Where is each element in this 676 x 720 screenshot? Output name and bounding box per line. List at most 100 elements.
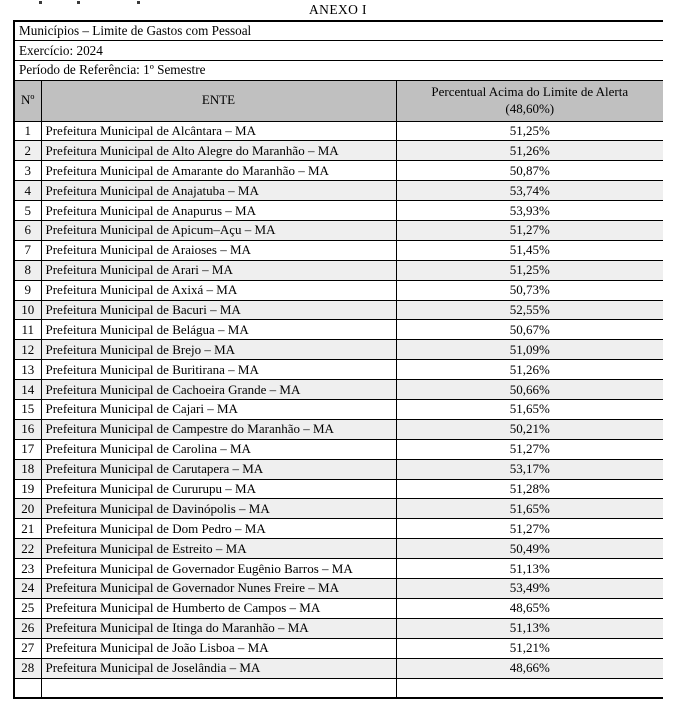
- row-percent-value: 50,21%: [395, 418, 663, 440]
- row-number: 18: [13, 458, 42, 480]
- table-row: 23 Prefeitura Municipal de Governador Eu…: [13, 558, 663, 580]
- row-number: 16: [13, 418, 42, 440]
- cropped-text-remnant: [137, 1, 140, 4]
- row-percent-value: 51,25%: [395, 120, 663, 142]
- row-number: 14: [13, 379, 42, 401]
- row-entity-name: Prefeitura Municipal de Carutapera – MA: [40, 458, 397, 480]
- row-number: 1: [13, 120, 42, 142]
- row-entity-name: Prefeitura Municipal de Alcântara – MA: [40, 120, 397, 142]
- row-percent-value: 51,13%: [395, 617, 663, 639]
- row-entity-name: Prefeitura Municipal de Governador Eugên…: [40, 558, 397, 580]
- table-row: 15 Prefeitura Municipal de Cajari – MA 5…: [13, 399, 663, 420]
- table-row: 27 Prefeitura Municipal de João Lisboa –…: [13, 637, 663, 659]
- row-number: 12: [13, 339, 42, 361]
- table-info-section: Municípios – Limite de Gastos com Pessoa…: [13, 20, 663, 122]
- partial-cell-ente: [40, 677, 397, 698]
- row-percent-value: 53,74%: [395, 180, 663, 202]
- table-row: 6 Prefeitura Municipal de Apicum–Açu – M…: [13, 220, 663, 241]
- row-number: 10: [13, 299, 42, 321]
- table-row: 12 Prefeitura Municipal de Brejo – MA 51…: [13, 339, 663, 361]
- table-row: 24 Prefeitura Municipal de Governador Nu…: [13, 578, 663, 599]
- row-entity-name: Prefeitura Municipal de Davinópolis – MA: [40, 498, 397, 520]
- row-percent-value: 50,87%: [395, 160, 663, 182]
- row-entity-name: Prefeitura Municipal de Apicum–Açu – MA: [40, 220, 397, 241]
- col-header-num: Nº: [13, 79, 42, 122]
- table-row: 13 Prefeitura Municipal de Buritirana – …: [13, 359, 663, 381]
- row-entity-name: Prefeitura Municipal de Itinga do Maranh…: [40, 617, 397, 639]
- info-row-period: Período de Referência: 1º Semestre: [13, 59, 663, 81]
- row-entity-name: Prefeitura Municipal de Cururupu – MA: [40, 478, 397, 500]
- table-row: 16 Prefeitura Municipal de Campestre do …: [13, 418, 663, 440]
- row-number: 7: [13, 239, 42, 261]
- row-entity-name: Prefeitura Municipal de Cajari – MA: [40, 399, 397, 420]
- row-number: 15: [13, 399, 42, 420]
- row-number: 25: [13, 597, 42, 619]
- table-row: 22 Prefeitura Municipal de Estreito – MA…: [13, 538, 663, 560]
- row-entity-name: Prefeitura Municipal de Anajatuba – MA: [40, 180, 397, 202]
- row-percent-value: 51,65%: [395, 399, 663, 420]
- row-entity-name: Prefeitura Municipal de Cachoeira Grande…: [40, 379, 397, 401]
- row-entity-name: Prefeitura Municipal de Buritirana – MA: [40, 359, 397, 381]
- row-entity-name: Prefeitura Municipal de Humberto de Camp…: [40, 597, 397, 619]
- table-row: 7 Prefeitura Municipal de Araioses – MA …: [13, 239, 663, 261]
- row-percent-value: 53,93%: [395, 200, 663, 222]
- table-row: 19 Prefeitura Municipal de Cururupu – MA…: [13, 478, 663, 500]
- row-percent-value: 50,49%: [395, 538, 663, 560]
- partial-cell-num: [13, 677, 42, 698]
- row-entity-name: Prefeitura Municipal de Anapurus – MA: [40, 200, 397, 222]
- row-number: 17: [13, 438, 42, 460]
- row-entity-name: Prefeitura Municipal de Brejo – MA: [40, 339, 397, 361]
- table-row: 2 Prefeitura Municipal de Alto Alegre do…: [13, 140, 663, 162]
- row-entity-name: Prefeitura Municipal de Joselândia – MA: [40, 657, 397, 679]
- table-row: 5 Prefeitura Municipal de Anapurus – MA …: [13, 200, 663, 222]
- row-percent-value: 50,67%: [395, 319, 663, 341]
- row-percent-value: 51,27%: [395, 438, 663, 460]
- row-number: 20: [13, 498, 42, 520]
- row-percent-value: 48,65%: [395, 597, 663, 619]
- row-number: 23: [13, 558, 42, 580]
- table-row: 20 Prefeitura Municipal de Davinópolis –…: [13, 498, 663, 520]
- table-row: 8 Prefeitura Municipal de Arari – MA 51,…: [13, 259, 663, 281]
- row-number: 26: [13, 617, 42, 639]
- row-percent-value: 51,45%: [395, 239, 663, 261]
- row-percent-value: 51,25%: [395, 259, 663, 281]
- row-number: 21: [13, 518, 42, 540]
- row-number: 5: [13, 200, 42, 222]
- row-percent-value: 51,13%: [395, 558, 663, 580]
- row-entity-name: Prefeitura Municipal de Estreito – MA: [40, 538, 397, 560]
- table-header-row: Nº ENTE Percentual Acima do Limite de Al…: [13, 79, 663, 122]
- row-entity-name: Prefeitura Municipal de Dom Pedro – MA: [40, 518, 397, 540]
- row-number: 11: [13, 319, 42, 341]
- row-percent-value: 53,17%: [395, 458, 663, 480]
- row-percent-value: 51,09%: [395, 339, 663, 361]
- row-entity-name: Prefeitura Municipal de Carolina – MA: [40, 438, 397, 460]
- row-entity-name: Prefeitura Municipal de Arari – MA: [40, 259, 397, 281]
- table-row: 4 Prefeitura Municipal de Anajatuba – MA…: [13, 180, 663, 202]
- document-table-container: Municípios – Limite de Gastos com Pessoa…: [13, 20, 663, 720]
- table-row: 17 Prefeitura Municipal de Carolina – MA…: [13, 438, 663, 460]
- table-row: 9 Prefeitura Municipal de Axixá – MA 50,…: [13, 279, 663, 301]
- table-row: 14 Prefeitura Municipal de Cachoeira Gra…: [13, 379, 663, 401]
- info-exercise-label: Exercício: 2024: [13, 40, 663, 61]
- info-period-label: Período de Referência: 1º Semestre: [13, 59, 663, 81]
- row-percent-value: 48,66%: [395, 657, 663, 679]
- row-number: 22: [13, 538, 42, 560]
- info-scope-label: Municípios – Limite de Gastos com Pessoa…: [13, 20, 663, 42]
- table-row: 18 Prefeitura Municipal de Carutapera – …: [13, 458, 663, 480]
- row-entity-name: Prefeitura Municipal de Belágua – MA: [40, 319, 397, 341]
- info-row-exercise: Exercício: 2024: [13, 40, 663, 61]
- row-number: 6: [13, 220, 42, 241]
- row-entity-name: Prefeitura Municipal de Bacuri – MA: [40, 299, 397, 321]
- row-number: 13: [13, 359, 42, 381]
- table-row: 26 Prefeitura Municipal de Itinga do Mar…: [13, 617, 663, 639]
- row-percent-value: 51,27%: [395, 220, 663, 241]
- row-number: 2: [13, 140, 42, 162]
- row-percent-value: 51,28%: [395, 478, 663, 500]
- partial-cell-percent: [395, 677, 663, 698]
- table-row: 25 Prefeitura Municipal de Humberto de C…: [13, 597, 663, 619]
- row-number: 27: [13, 637, 42, 659]
- row-entity-name: Prefeitura Municipal de Campestre do Mar…: [40, 418, 397, 440]
- row-number: 4: [13, 180, 42, 202]
- cropped-text-remnant: [77, 1, 80, 4]
- table-row: 28 Prefeitura Municipal de Joselândia – …: [13, 657, 663, 679]
